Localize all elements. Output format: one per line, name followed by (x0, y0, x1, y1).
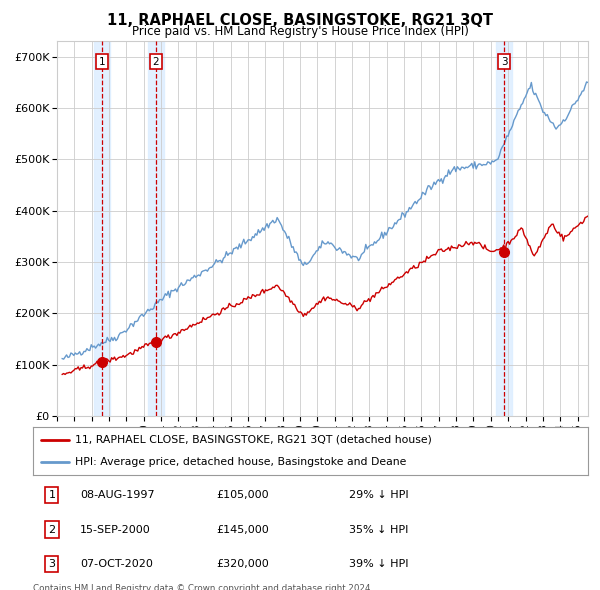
Text: 11, RAPHAEL CLOSE, BASINGSTOKE, RG21 3QT (detached house): 11, RAPHAEL CLOSE, BASINGSTOKE, RG21 3QT… (74, 435, 431, 445)
Text: 1: 1 (49, 490, 55, 500)
Text: 35% ↓ HPI: 35% ↓ HPI (349, 525, 409, 535)
Text: 2: 2 (153, 57, 160, 67)
Text: £320,000: £320,000 (216, 559, 269, 569)
Bar (94, 41, 110, 416)
Bar (496, 41, 512, 416)
Text: Price paid vs. HM Land Registry's House Price Index (HPI): Price paid vs. HM Land Registry's House … (131, 25, 469, 38)
Text: 11, RAPHAEL CLOSE, BASINGSTOKE, RG21 3QT: 11, RAPHAEL CLOSE, BASINGSTOKE, RG21 3QT (107, 13, 493, 28)
Text: 1: 1 (99, 57, 106, 67)
Bar (148, 41, 164, 416)
Text: £145,000: £145,000 (216, 525, 269, 535)
Text: 29% ↓ HPI: 29% ↓ HPI (349, 490, 409, 500)
Text: Contains HM Land Registry data © Crown copyright and database right 2024.
This d: Contains HM Land Registry data © Crown c… (33, 584, 373, 590)
Text: £105,000: £105,000 (216, 490, 269, 500)
Text: 15-SEP-2000: 15-SEP-2000 (80, 525, 151, 535)
Text: HPI: Average price, detached house, Basingstoke and Deane: HPI: Average price, detached house, Basi… (74, 457, 406, 467)
Text: 39% ↓ HPI: 39% ↓ HPI (349, 559, 409, 569)
Text: 3: 3 (49, 559, 55, 569)
Text: 2: 2 (49, 525, 55, 535)
Text: 3: 3 (501, 57, 508, 67)
Text: 07-OCT-2020: 07-OCT-2020 (80, 559, 153, 569)
Text: 08-AUG-1997: 08-AUG-1997 (80, 490, 155, 500)
